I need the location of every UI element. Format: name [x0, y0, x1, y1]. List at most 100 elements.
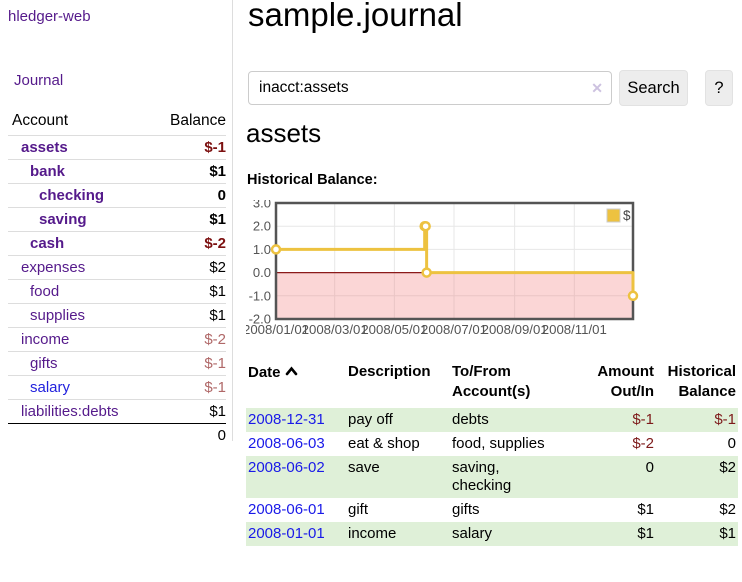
account-balance: $-2 [204, 331, 226, 348]
transaction-description: pay off [346, 408, 450, 432]
account-balance: $-1 [204, 139, 226, 156]
register-header-date[interactable]: Date [246, 359, 346, 408]
historical-balance-chart: $3.0 2.0 1.0 0.0 -1.0 -2.0 2008/01/01 2008/03/0… [243, 196, 642, 342]
account-heading: assets [246, 118, 322, 148]
transaction-date-link[interactable]: 2008-06-01 [248, 501, 325, 518]
app-title[interactable]: hledger-web [8, 8, 91, 25]
svg-text:2008/11/01: 2008/11/01 [542, 322, 607, 337]
main-content: sample.journal ✕ Search ? assets Histori… [243, 0, 742, 582]
register-row: 2008-12-31 pay off debts $-1 $-1 [246, 408, 738, 432]
account-link[interactable]: liabilities:debts [21, 403, 119, 420]
transaction-amount: $-1 [582, 408, 656, 432]
clear-search-icon[interactable]: ✕ [591, 80, 603, 96]
account-link[interactable]: supplies [30, 307, 86, 324]
transaction-amount: $1 [582, 522, 656, 546]
svg-text:0.0: 0.0 [253, 265, 271, 280]
account-link[interactable]: salary [30, 379, 71, 396]
svg-text:-1.0: -1.0 [249, 288, 271, 303]
transaction-description: save [346, 456, 450, 498]
account-row: food $1 [8, 279, 226, 304]
register-row: 2008-06-02 save saving, checking 0 $2 [246, 456, 738, 498]
account-row: supplies $1 [8, 303, 226, 328]
account-link[interactable]: food [30, 283, 60, 300]
account-balance: $-1 [204, 379, 226, 396]
accounts-total-value: 0 [117, 423, 226, 447]
register-header-accounts: To/From Account(s) [452, 363, 531, 400]
account-link[interactable]: checking [39, 187, 105, 204]
transaction-amount: 0 [582, 456, 656, 498]
account-balance: $1 [209, 403, 226, 420]
svg-text:1.0: 1.0 [253, 242, 271, 257]
account-link[interactable]: income [21, 331, 70, 348]
chart-title: Historical Balance: [247, 172, 378, 188]
transaction-date-link[interactable]: 2008-06-03 [248, 435, 325, 452]
transaction-balance: $-1 [656, 408, 738, 432]
help-button[interactable]: ? [705, 70, 733, 106]
account-row: gifts $-1 [8, 351, 226, 376]
account-balance: $1 [209, 307, 226, 324]
account-row: bank $1 [8, 159, 226, 184]
transaction-accounts: salary [450, 522, 582, 546]
accounts-total-row: 0 [8, 423, 226, 447]
svg-text:2008/07/01: 2008/07/01 [421, 322, 487, 337]
search-form: ✕ Search ? [248, 70, 742, 106]
account-row: expenses $2 [8, 255, 226, 280]
page-title: sample.journal [248, 0, 463, 33]
account-row: income $-2 [8, 327, 226, 352]
register-header-description: Description [348, 363, 431, 380]
transaction-accounts: saving, checking [450, 456, 582, 498]
register-table: Date Description To/From Account(s) Amou… [246, 359, 738, 546]
transaction-balance: $2 [656, 456, 738, 498]
transaction-accounts: gifts [452, 501, 480, 518]
sidebar: hledger-web Journal Account Balance asse… [0, 0, 233, 447]
svg-text:-2.0: -2.0 [249, 312, 271, 327]
balance-chart-svg: $3.0 2.0 1.0 0.0 -1.0 -2.02008/01/012008/03/0… [243, 196, 639, 337]
account-link[interactable]: cash [30, 235, 65, 252]
sidebar-item-journal[interactable]: Journal [14, 72, 64, 89]
accounts-header-balance: Balance [117, 110, 226, 136]
register-row: 2008-01-01 income salary $1 $1 [246, 522, 738, 546]
transaction-balance: $1 [656, 522, 738, 546]
svg-text:2.0: 2.0 [253, 219, 271, 234]
transaction-date-link[interactable]: 2008-12-31 [248, 411, 325, 428]
accounts-table: Account Balance assets $-1 bank $1 checking 0… [8, 110, 226, 447]
legend-label: $ [623, 208, 631, 223]
transaction-balance: 0 [727, 435, 736, 452]
account-balance: $2 [209, 259, 226, 276]
account-balance: $1 [209, 211, 226, 228]
search-button[interactable]: Search [619, 70, 688, 106]
account-row: checking 0 [8, 183, 226, 208]
account-row: cash $-2 [8, 231, 226, 256]
svg-text:3.0: 3.0 [253, 200, 271, 211]
transaction-date-link[interactable]: 2008-06-02 [248, 459, 325, 476]
register-header-balance: Historical Balance [667, 363, 736, 400]
accounts-header-account: Account [8, 110, 117, 136]
account-row: salary $-1 [8, 375, 226, 400]
account-balance: $1 [209, 163, 226, 180]
transaction-description: gift [348, 501, 369, 518]
account-link[interactable]: saving [39, 211, 87, 228]
transaction-accounts: debts [450, 408, 582, 432]
account-link[interactable]: gifts [30, 355, 58, 372]
transaction-date-link[interactable]: 2008-01-01 [248, 525, 325, 542]
register-row: 2008-06-01 gift gifts $1 $2 [246, 498, 738, 522]
search-input[interactable] [248, 71, 612, 105]
account-balance: $-1 [204, 355, 226, 372]
account-link[interactable]: bank [30, 163, 66, 180]
register-header-amount: Amount Out/In [597, 363, 654, 400]
transaction-description: eat & shop [348, 435, 420, 452]
transaction-balance: $2 [719, 501, 736, 518]
legend-swatch [606, 208, 621, 223]
transaction-amount: $-2 [632, 435, 654, 452]
svg-text:2008/03/01: 2008/03/01 [302, 322, 368, 337]
account-balance: 0 [217, 187, 226, 204]
transaction-description: income [346, 522, 450, 546]
account-link[interactable]: assets [21, 139, 68, 156]
account-balance: $1 [209, 283, 226, 300]
transaction-accounts: food, supplies [452, 435, 545, 452]
account-link[interactable]: expenses [21, 259, 86, 276]
account-row: saving $1 [8, 207, 226, 232]
account-row: assets $-1 [8, 135, 226, 160]
svg-text:2008/05/01: 2008/05/01 [361, 322, 427, 337]
svg-text:2008/09/01: 2008/09/01 [482, 322, 548, 337]
